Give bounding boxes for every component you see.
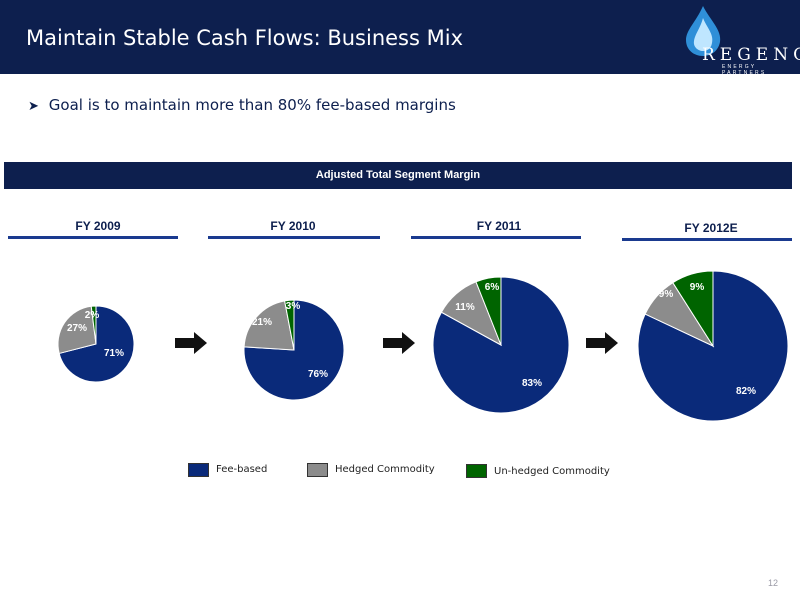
pie-data-label-unhedged: 6% bbox=[485, 282, 500, 293]
pie-slice-hedged bbox=[243, 300, 295, 351]
arrowhead-bullet-icon: ➤ bbox=[28, 99, 39, 114]
pie-data-label-fee-based: 76% bbox=[308, 369, 328, 380]
pie-fy2009: 71% 27% 2% bbox=[57, 305, 135, 383]
slide-title: Maintain Stable Cash Flows: Business Mix bbox=[26, 26, 463, 50]
pie-data-label-unhedged: 9% bbox=[690, 282, 705, 293]
fy-underline-2009 bbox=[8, 236, 178, 239]
legend-swatch-unhedged bbox=[466, 464, 487, 478]
company-logo-name: REGENCY bbox=[702, 45, 800, 65]
legend-label-unhedged: Un-hedged Commodity bbox=[494, 466, 610, 477]
page-number: 12 bbox=[768, 578, 779, 588]
pie-data-label-hedged: 21% bbox=[252, 317, 272, 328]
slide-header: Maintain Stable Cash Flows: Business Mix… bbox=[0, 0, 800, 76]
right-arrow-icon bbox=[586, 332, 618, 354]
section-banner: Adjusted Total Segment Margin bbox=[4, 162, 792, 189]
goal-bullet: ➤ Goal is to maintain more than 80% fee-… bbox=[28, 96, 456, 114]
pie-slice-unhedged bbox=[90, 305, 97, 345]
fy-underline-2010 bbox=[208, 236, 380, 239]
pie-data-label-hedged: 9% bbox=[659, 289, 674, 300]
fy-underline-2011 bbox=[411, 236, 581, 239]
fy-label-2010: FY 2010 bbox=[270, 219, 316, 233]
pie-data-label-fee-based: 71% bbox=[104, 348, 124, 359]
legend-label-hedged: Hedged Commodity bbox=[335, 464, 435, 475]
pie-fy2011: 83% 11% 6% bbox=[432, 276, 570, 414]
pie-fy2010: 76% 21% 3% bbox=[243, 299, 345, 401]
fy-label-2012e: FY 2012E bbox=[684, 221, 738, 235]
flame-drop-icon bbox=[686, 6, 721, 56]
pie-data-label-hedged: 11% bbox=[455, 302, 475, 313]
right-arrow-icon bbox=[383, 332, 415, 354]
legend-label-fee-based: Fee-based bbox=[216, 464, 268, 475]
pie-slice-fee-based bbox=[432, 276, 570, 414]
pie-slice-hedged bbox=[57, 305, 97, 355]
legend-swatch-fee-based bbox=[188, 463, 209, 477]
right-arrow-icon bbox=[175, 332, 207, 354]
banner-label: Adjusted Total Segment Margin bbox=[315, 169, 481, 181]
pie-data-label-unhedged: 3% bbox=[286, 301, 301, 312]
company-logo-tagline: ENERGY PARTNERS bbox=[722, 64, 767, 76]
pie-data-label-fee-based: 82% bbox=[736, 386, 756, 397]
fy-underline-2012e bbox=[622, 238, 792, 241]
fy-label-2011: FY 2011 bbox=[476, 219, 522, 233]
pie-data-label-unhedged: 2% bbox=[85, 310, 100, 321]
pie-data-label-fee-based: 83% bbox=[522, 378, 542, 389]
legend-swatch-hedged bbox=[307, 463, 328, 477]
pie-slice-unhedged bbox=[475, 276, 502, 346]
goal-text: Goal is to maintain more than 80% fee-ba… bbox=[48, 96, 456, 114]
pie-fy2012e: 82% 9% 9% bbox=[637, 270, 789, 422]
fy-label-2009: FY 2009 bbox=[75, 219, 121, 233]
pie-slice-unhedged bbox=[284, 299, 295, 351]
pie-slice-fee-based bbox=[58, 305, 135, 383]
pie-data-label-hedged: 27% bbox=[67, 323, 87, 334]
pie-slice-unhedged bbox=[672, 270, 714, 348]
